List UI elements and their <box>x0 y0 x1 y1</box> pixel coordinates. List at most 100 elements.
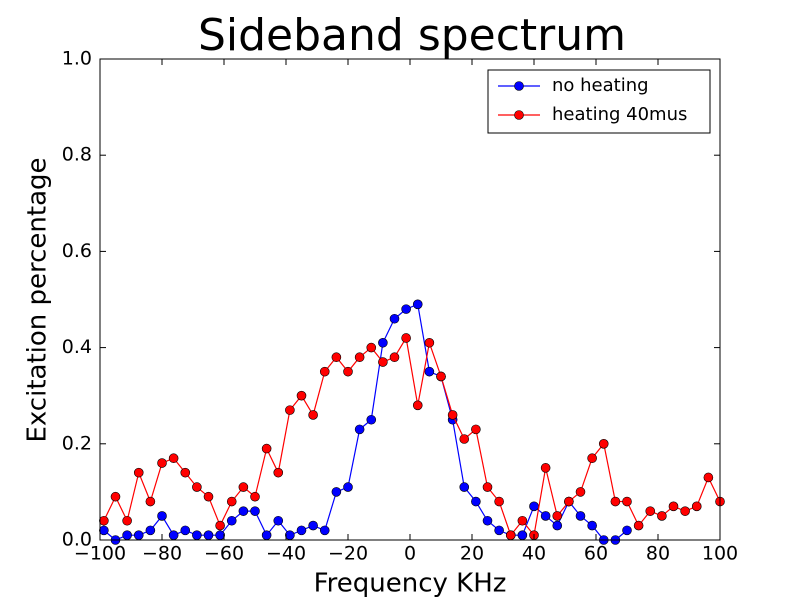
data-point <box>633 520 644 531</box>
x-tick-label: 40 <box>522 543 546 565</box>
data-point <box>517 530 528 540</box>
x-axis-label: Frequency KHz <box>314 569 507 599</box>
data-point <box>401 304 411 314</box>
series-line <box>103 303 628 541</box>
data-point <box>99 515 109 526</box>
x-tick-label: −60 <box>204 543 244 565</box>
data-point <box>296 525 307 536</box>
data-point <box>99 525 109 536</box>
data-point <box>215 530 225 540</box>
data-point <box>168 530 179 540</box>
data-point <box>494 525 504 536</box>
data-point <box>657 511 667 521</box>
data-point <box>180 525 191 536</box>
data-point <box>250 506 260 516</box>
data-point <box>343 482 353 492</box>
data-point <box>226 496 237 507</box>
data-point <box>192 530 202 540</box>
data-point <box>285 405 295 415</box>
data-point <box>587 520 597 531</box>
data-point <box>482 482 493 492</box>
data-point <box>308 410 318 420</box>
data-point <box>703 472 714 483</box>
data-point <box>389 313 400 324</box>
data-point <box>378 337 388 348</box>
x-tick-label: −80 <box>142 543 182 565</box>
data-point <box>168 453 179 464</box>
data-point <box>180 467 191 478</box>
data-point <box>238 506 249 516</box>
data-point <box>192 482 202 492</box>
y-tick-label: 0.6 <box>62 240 92 262</box>
data-point <box>482 515 493 526</box>
legend-box <box>487 69 711 134</box>
y-tick-label: 0.0 <box>62 529 92 551</box>
data-point <box>412 400 423 411</box>
data-point <box>575 487 586 497</box>
data-point <box>273 515 284 526</box>
data-point <box>610 496 621 507</box>
x-tick-label: −100 <box>74 543 126 565</box>
data-point <box>122 530 132 540</box>
data-point <box>540 463 551 473</box>
chart-title: Sideband spectrum <box>198 10 626 61</box>
legend: no heating heating 40mus <box>487 69 711 134</box>
data-point <box>564 496 574 507</box>
legend-label: heating 40mus <box>552 104 687 125</box>
data-point <box>622 496 632 507</box>
x-tick-label: 100 <box>702 543 738 565</box>
y-tick-label: 0.8 <box>62 144 92 166</box>
data-point <box>157 458 167 468</box>
data-point <box>447 410 458 420</box>
data-point <box>378 357 388 367</box>
data-point <box>250 491 260 502</box>
data-point <box>354 424 365 435</box>
data-point <box>459 482 470 492</box>
y-tick-label: 0.4 <box>62 336 92 358</box>
data-point <box>238 482 249 492</box>
data-point <box>529 501 539 512</box>
data-point <box>366 414 377 425</box>
data-point <box>110 491 121 502</box>
y-axis-label: Excitation percentage <box>23 157 53 442</box>
data-point <box>308 520 318 531</box>
data-point <box>459 434 470 444</box>
data-point <box>319 366 330 377</box>
data-point <box>471 496 481 507</box>
data-point <box>203 530 214 540</box>
data-point <box>424 366 435 377</box>
data-point <box>145 496 156 507</box>
data-point <box>587 453 597 464</box>
data-point <box>505 530 516 540</box>
data-point <box>494 496 504 507</box>
data-point <box>366 342 377 353</box>
y-tick-label: 1.0 <box>62 48 92 70</box>
x-tick-label: 20 <box>460 543 484 565</box>
data-point <box>389 352 400 363</box>
data-point <box>517 515 528 526</box>
data-point <box>296 390 307 401</box>
data-point <box>215 520 225 531</box>
data-point <box>319 525 330 536</box>
data-point <box>471 424 481 435</box>
data-point <box>354 352 365 363</box>
data-point <box>552 520 563 531</box>
data-point <box>552 511 563 521</box>
legend-marker <box>514 81 524 91</box>
data-point <box>261 530 272 540</box>
data-point <box>226 515 237 526</box>
data-point <box>133 530 144 540</box>
data-point <box>622 525 632 536</box>
data-point <box>157 511 167 521</box>
x-tick-label: 80 <box>646 543 670 565</box>
data-point <box>436 371 446 382</box>
data-point <box>575 511 586 521</box>
data-point <box>424 337 435 348</box>
data-point <box>133 467 144 478</box>
data-point <box>331 352 342 363</box>
data-point <box>122 515 132 526</box>
data-point <box>343 366 353 377</box>
x-tick-label: −20 <box>328 543 368 565</box>
data-point <box>331 487 342 497</box>
